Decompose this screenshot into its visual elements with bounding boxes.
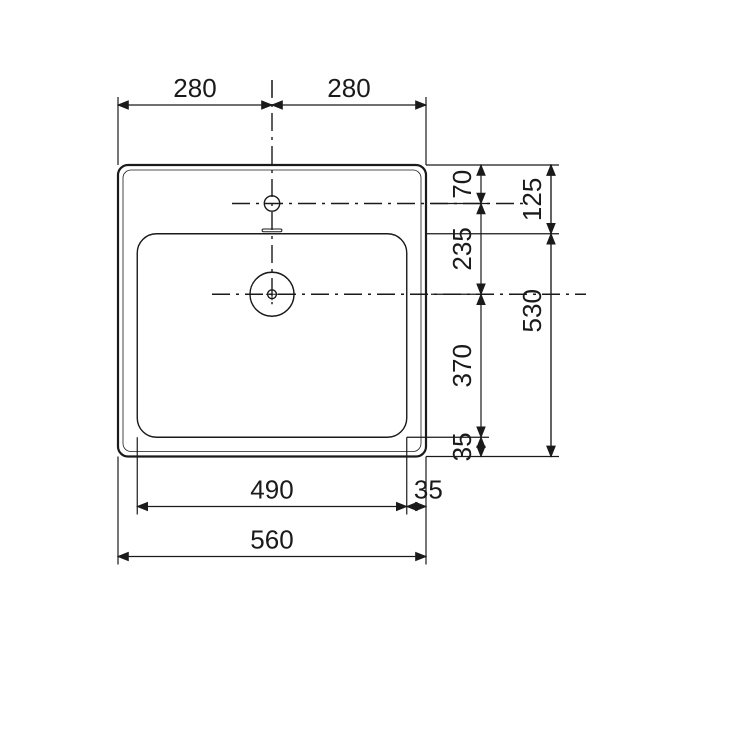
technical-drawing: 280 280 70 125 235 370 35 530 490 35 560 <box>0 0 750 750</box>
dim-235: 235 <box>447 227 477 270</box>
dim-35-v: 35 <box>447 432 477 461</box>
dim-125: 125 <box>517 178 547 221</box>
dim-280-right: 280 <box>327 73 370 103</box>
dim-280-left: 280 <box>173 73 216 103</box>
dim-35-h: 35 <box>414 475 443 505</box>
dim-490: 490 <box>250 475 293 505</box>
dim-70: 70 <box>447 170 477 199</box>
dim-370: 370 <box>447 344 477 387</box>
dim-560: 560 <box>250 525 293 555</box>
dim-530: 530 <box>517 289 547 332</box>
